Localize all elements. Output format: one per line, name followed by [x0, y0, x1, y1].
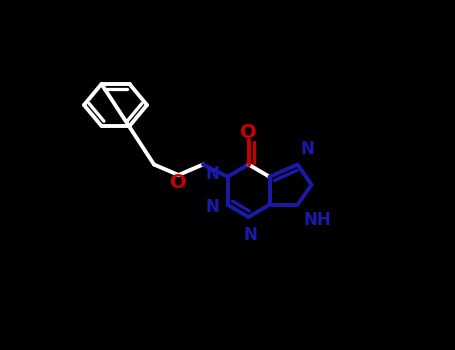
- Text: O: O: [240, 123, 257, 142]
- Text: N: N: [243, 226, 257, 244]
- Text: NH: NH: [304, 211, 332, 229]
- Text: O: O: [170, 173, 187, 192]
- Text: N: N: [206, 197, 220, 216]
- Text: N: N: [206, 165, 220, 183]
- Text: N: N: [301, 140, 315, 158]
